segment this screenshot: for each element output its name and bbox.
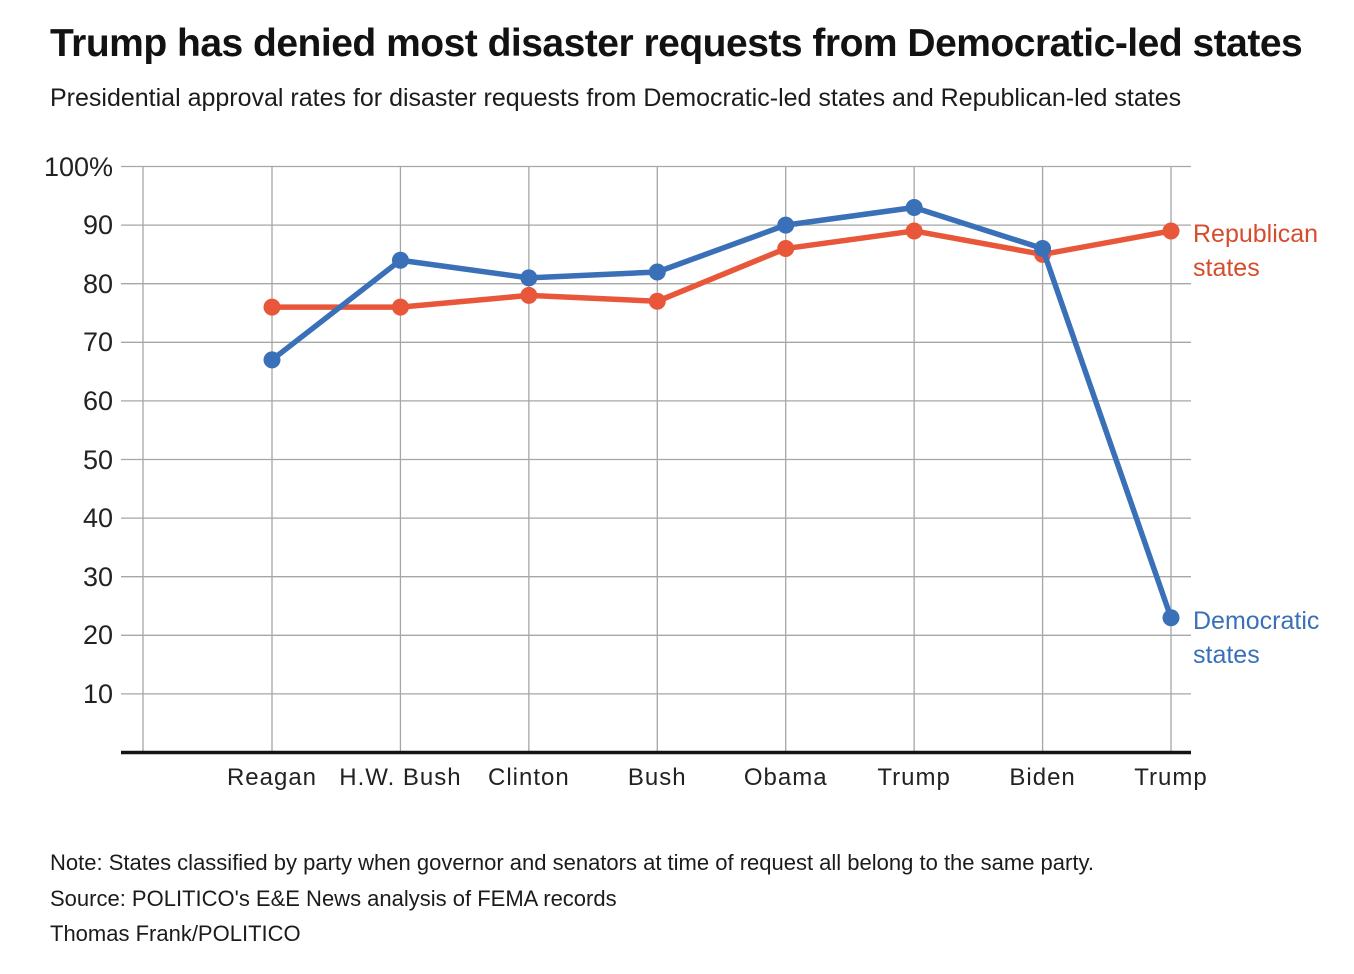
y-tick-label-70: 70 — [82, 327, 113, 358]
democratic-point-Trump — [1162, 609, 1180, 627]
republican-series-label-line1: Republican — [1193, 220, 1319, 248]
x-category-label-7: Trump — [1134, 764, 1208, 791]
y-tick-label-50: 50 — [82, 444, 113, 475]
y-tick-label-30: 30 — [82, 561, 113, 592]
y-tick-label-80: 80 — [82, 268, 113, 299]
republican-point-Clinton — [520, 286, 538, 304]
y-gridlines — [121, 165, 1191, 695]
republican-point-Obama — [777, 240, 795, 258]
y-tick-label-10: 10 — [82, 678, 113, 709]
republican-point-Trump — [1162, 222, 1180, 240]
democratic-point-Obama — [777, 216, 795, 234]
x-category-label-0: Reagan — [226, 764, 318, 791]
chart-title: Trump has denied most disaster requests … — [50, 22, 1303, 65]
republican-series-label-line2: states — [1193, 254, 1260, 282]
democratic-point-Clinton — [520, 269, 538, 287]
democratic-series-label-line1: Democratic — [1193, 607, 1320, 635]
x-category-label-6: Biden — [1009, 764, 1076, 791]
democratic-series-label-line2: states — [1193, 641, 1260, 669]
democratic-point-Bush — [648, 263, 666, 281]
republican-line — [269, 228, 1174, 310]
x-category-label-5: Trump — [877, 764, 951, 791]
democratic-series — [263, 199, 1180, 627]
y-tick-label-100: 100% — [43, 151, 113, 182]
republican-point-H.W. Bush — [391, 298, 409, 316]
chart-source: Source: POLITICO's E&E News analysis of … — [50, 885, 617, 911]
y-tick-label-40: 40 — [82, 503, 113, 534]
democratic-point-H.W. Bush — [391, 251, 409, 269]
chart-note: Note: States classified by party when go… — [50, 850, 1094, 875]
republican-point-Trump — [905, 222, 923, 240]
x-category-label-3: Bush — [627, 764, 687, 791]
democratic-point-Reagan — [263, 351, 281, 369]
republican-series-label: Republican states — [1193, 217, 1318, 285]
chart-byline: Thomas Frank/POLITICO — [50, 921, 301, 946]
y-tick-label-90: 90 — [82, 210, 113, 241]
democratic-series-label: Democratic states — [1193, 604, 1319, 672]
chart-subtitle: Presidential approval rates for disaster… — [50, 84, 1182, 112]
republican-point-Bush — [648, 292, 666, 310]
x-category-label-1: H.W. Bush — [339, 764, 462, 791]
democratic-point-Biden — [1034, 240, 1052, 258]
democratic-line — [269, 204, 1174, 621]
y-tick-label-20: 20 — [82, 620, 113, 651]
republican-point-Reagan — [263, 298, 281, 316]
democratic-point-Trump — [905, 199, 923, 217]
y-tick-label-60: 60 — [82, 385, 113, 416]
x-category-label-4: Obama — [743, 764, 828, 791]
chart-footer: Note: States classified by party when go… — [50, 845, 1094, 952]
x-category-label-2: Clinton — [488, 764, 570, 791]
